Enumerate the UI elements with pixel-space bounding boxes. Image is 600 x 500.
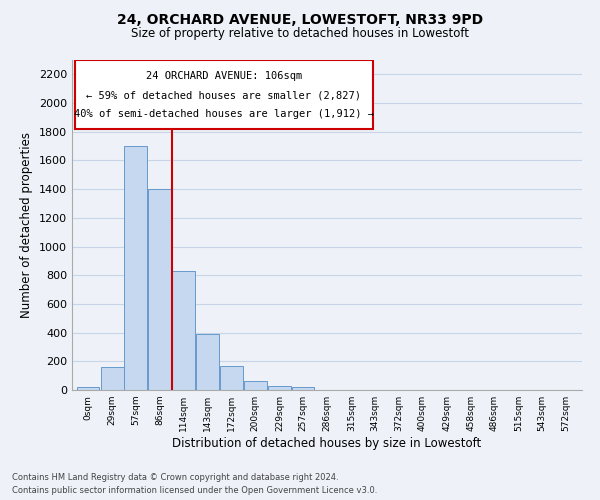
Y-axis label: Number of detached properties: Number of detached properties <box>20 132 34 318</box>
Bar <box>101 367 124 390</box>
X-axis label: Distribution of detached houses by size in Lowestoft: Distribution of detached houses by size … <box>172 437 482 450</box>
Text: ← 59% of detached houses are smaller (2,827): ← 59% of detached houses are smaller (2,… <box>86 90 361 100</box>
Text: 24, ORCHARD AVENUE, LOWESTOFT, NR33 9PD: 24, ORCHARD AVENUE, LOWESTOFT, NR33 9PD <box>117 12 483 26</box>
Bar <box>196 334 219 390</box>
Text: 40% of semi-detached houses are larger (1,912) →: 40% of semi-detached houses are larger (… <box>74 109 374 119</box>
Text: Contains HM Land Registry data © Crown copyright and database right 2024.: Contains HM Land Registry data © Crown c… <box>12 474 338 482</box>
Text: 24 ORCHARD AVENUE: 106sqm: 24 ORCHARD AVENUE: 106sqm <box>146 72 302 82</box>
Bar <box>220 366 243 390</box>
Bar <box>172 271 194 390</box>
Bar <box>244 380 266 390</box>
Text: Contains public sector information licensed under the Open Government Licence v3: Contains public sector information licen… <box>12 486 377 495</box>
Bar <box>268 386 291 390</box>
Text: Size of property relative to detached houses in Lowestoft: Size of property relative to detached ho… <box>131 28 469 40</box>
Bar <box>148 189 171 390</box>
FancyBboxPatch shape <box>74 60 373 129</box>
Bar <box>77 387 99 390</box>
Bar <box>292 387 314 390</box>
Bar <box>124 146 147 390</box>
